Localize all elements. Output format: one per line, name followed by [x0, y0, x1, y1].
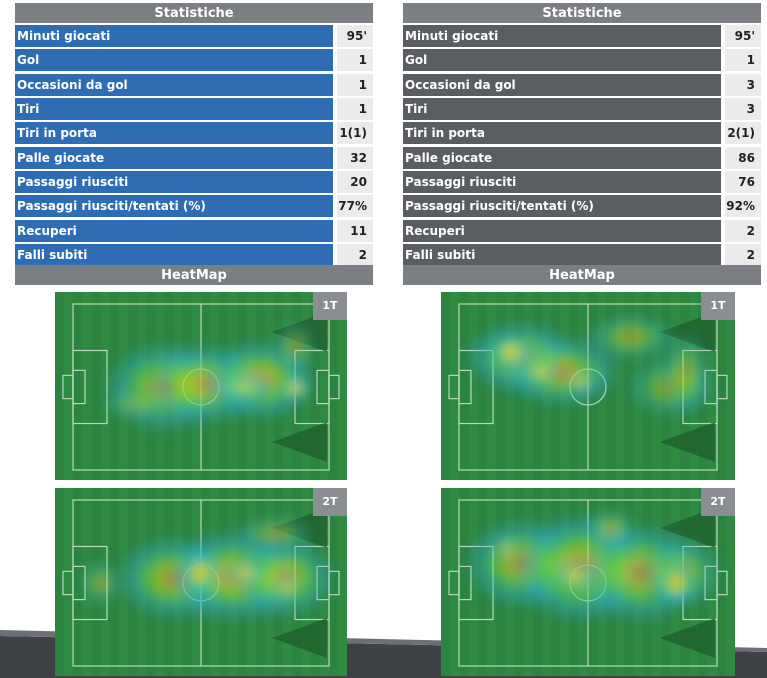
stat-value: 2: [337, 244, 373, 267]
heat-blob: [658, 561, 694, 605]
stat-row: Passaggi riusciti/tentati (%) 77%: [15, 195, 373, 218]
stat-row: Gol 1: [403, 49, 761, 72]
half-label: 2T: [313, 488, 347, 516]
stat-label: Minuti giocati: [15, 25, 333, 47]
heatmap-left-second-half: 2T: [55, 488, 347, 676]
stat-value: 11: [337, 219, 373, 242]
heatmap-header: HeatMap: [403, 265, 761, 285]
pitch-heatmap: [441, 292, 735, 480]
stat-label: Minuti giocati: [403, 25, 721, 47]
heat-blob: [496, 538, 516, 558]
stat-label: Passaggi riusciti/tentati (%): [403, 195, 721, 218]
stat-value: 76: [725, 171, 761, 194]
heat-blob: [567, 372, 595, 392]
stat-label: Tiri: [15, 98, 333, 121]
stat-row: Passaggi riusciti 20: [15, 171, 373, 194]
half-label: 2T: [701, 488, 735, 516]
stat-value: 1(1): [337, 122, 373, 145]
stat-value: 32: [337, 146, 373, 169]
heat-blob: [275, 576, 299, 600]
stats-table: Minuti giocati 95' Gol 1 Occasioni da gol 1…: [15, 25, 373, 267]
heat-blob: [235, 517, 315, 549]
pitch-heatmap: [441, 488, 735, 676]
stat-label: Palle giocate: [15, 146, 333, 169]
stat-value: 1: [725, 49, 761, 72]
stat-label: Falli subiti: [15, 244, 333, 267]
heat-blob: [225, 561, 265, 585]
stat-label: Gol: [403, 49, 721, 72]
heat-blob: [523, 360, 559, 384]
stat-value: 3: [725, 98, 761, 121]
pitch-heatmap: [55, 488, 347, 676]
stat-value: 86: [725, 146, 761, 169]
stats-table: Minuti giocati 95' Gol 1 Occasioni da gol 3…: [403, 25, 761, 267]
stat-row: Gol 1: [15, 49, 373, 72]
heatmap-left-first-half: 1T: [55, 292, 347, 480]
stat-value: 2(1): [725, 122, 761, 145]
pitch-heatmap: [55, 292, 347, 480]
stat-label: Tiri: [403, 98, 721, 121]
stats-header: Statistiche: [403, 3, 761, 23]
stat-value: 1: [337, 73, 373, 96]
stat-row: Occasioni da gol 3: [403, 73, 761, 96]
stat-label: Passaggi riusciti: [15, 171, 333, 194]
half-label: 1T: [313, 292, 347, 320]
stat-value: 1: [337, 49, 373, 72]
stat-value: 1: [337, 98, 373, 121]
stat-row: Passaggi riusciti/tentati (%) 92%: [403, 195, 761, 218]
heat-blob: [275, 321, 315, 373]
stat-row: Passaggi riusciti 76: [403, 171, 761, 194]
player-stats-panel-right: Statistiche Minuti giocati 95' Gol 1 Occas…: [403, 3, 761, 268]
stats-header: Statistiche: [15, 3, 373, 23]
heat-blob: [501, 337, 621, 407]
heat-blob: [586, 315, 676, 359]
stat-label: Tiri in porta: [403, 122, 721, 145]
stat-value: 3: [725, 73, 761, 96]
heat-blob: [182, 551, 218, 595]
heat-blob: [491, 336, 531, 368]
heatmap-header: HeatMap: [15, 265, 373, 285]
stat-label: Tiri in porta: [15, 122, 333, 145]
heat-blob: [101, 390, 169, 418]
stat-row: Tiri 1: [15, 98, 373, 121]
stat-label: Falli subiti: [403, 244, 721, 267]
stat-row: Occasioni da gol 1: [15, 73, 373, 96]
player-stats-panel-left: Statistiche Minuti giocati 95' Gol 1 Occas…: [15, 3, 373, 268]
stat-row: Tiri 3: [403, 98, 761, 121]
stat-row: Palle giocate 86: [403, 146, 761, 169]
heat-blob: [558, 562, 594, 590]
stat-value: 20: [337, 171, 373, 194]
stat-value: 95': [337, 25, 373, 47]
stat-label: Passaggi riusciti: [403, 171, 721, 194]
stat-label: Passaggi riusciti/tentati (%): [15, 195, 333, 218]
half-label: 1T: [701, 292, 735, 320]
stat-value: 2: [725, 244, 761, 267]
stat-row: Minuti giocati 95': [403, 25, 761, 47]
stat-row: Recuperi 2: [403, 219, 761, 242]
stat-row: Tiri in porta 2(1): [403, 122, 761, 145]
stat-value: 77%: [337, 195, 373, 218]
stat-row: Tiri in porta 1(1): [15, 122, 373, 145]
stat-label: Gol: [15, 49, 333, 72]
heat-blob: [587, 510, 635, 546]
heat-blob: [82, 561, 118, 605]
stat-value: 2: [725, 219, 761, 242]
stat-label: Palle giocate: [403, 146, 721, 169]
stat-value: 92%: [725, 195, 761, 218]
heat-blob: [238, 377, 262, 395]
heatmap-right-first-half: 1T: [441, 292, 735, 480]
heat-blob: [662, 332, 710, 412]
stat-label: Occasioni da gol: [15, 73, 333, 96]
stat-row: Palle giocate 32: [15, 146, 373, 169]
stat-label: Recuperi: [403, 219, 721, 242]
stat-value: 95': [725, 25, 761, 47]
stat-row: Recuperi 11: [15, 219, 373, 242]
stat-label: Recuperi: [15, 219, 333, 242]
heat-blob: [281, 376, 309, 400]
stat-label: Occasioni da gol: [403, 73, 721, 96]
stat-row: Falli subiti 2: [403, 244, 761, 267]
stat-row: Falli subiti 2: [15, 244, 373, 267]
stat-row: Minuti giocati 95': [15, 25, 373, 47]
heatmap-right-second-half: 2T: [441, 488, 735, 676]
